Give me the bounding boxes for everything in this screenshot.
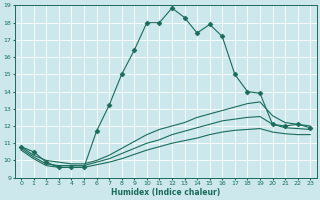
X-axis label: Humidex (Indice chaleur): Humidex (Indice chaleur) — [111, 188, 220, 197]
